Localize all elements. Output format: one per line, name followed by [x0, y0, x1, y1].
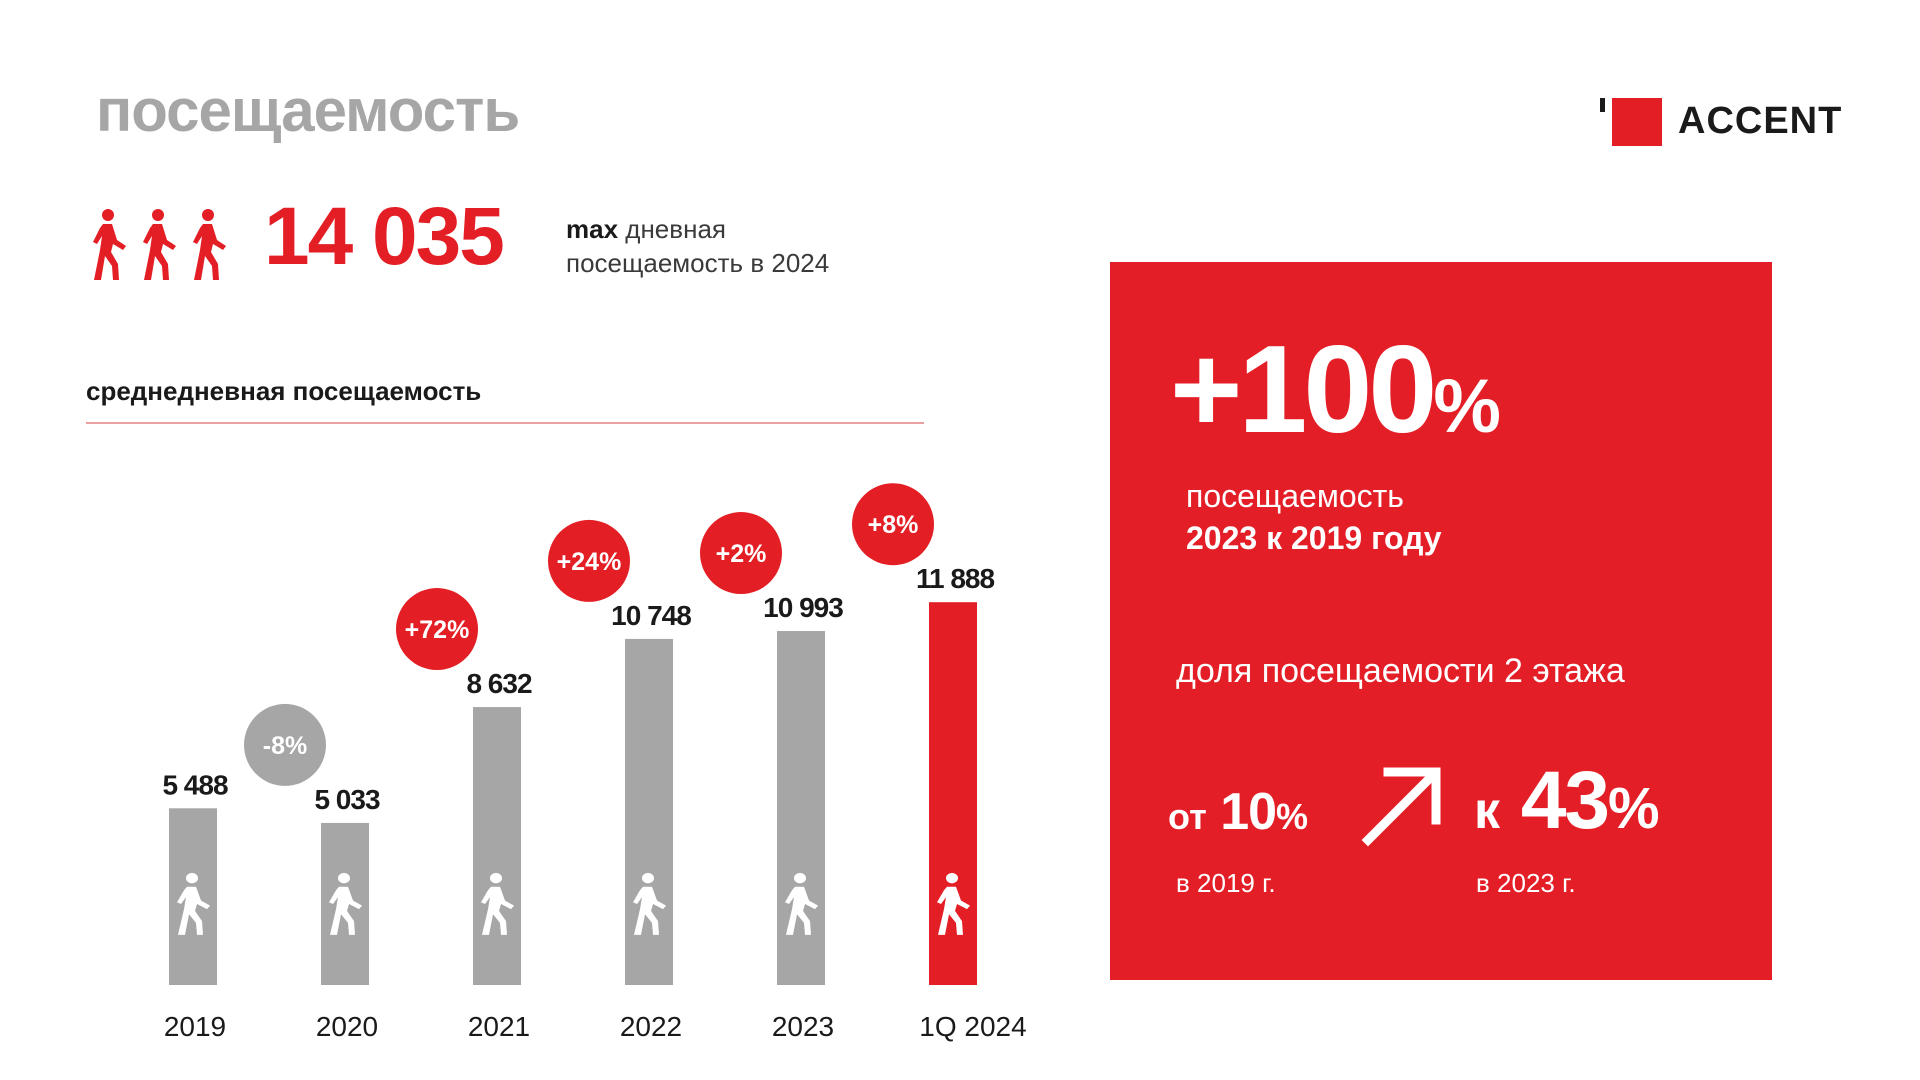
- share-to-number: 43: [1520, 755, 1610, 846]
- share-to-prefix: к: [1474, 782, 1501, 840]
- category-label: 2023: [772, 1011, 834, 1042]
- category-label: 2022: [620, 1011, 682, 1042]
- second-floor-share-label: доля посещаемости 2 этажа: [1176, 652, 1625, 690]
- page-title: посещаемость: [96, 77, 520, 144]
- accent-logo: ACCENT: [1600, 94, 1860, 150]
- share-from-prefix: от: [1168, 796, 1207, 837]
- max-caption-line1: дневная: [625, 214, 726, 244]
- bar-value-label: 8 632: [466, 668, 531, 699]
- change-bubble-label: +8%: [868, 511, 919, 539]
- share-to-year: в 2023 г.: [1476, 868, 1576, 898]
- walking-person-icon: [633, 873, 666, 935]
- bar-value-label: 5 033: [314, 784, 379, 815]
- max-caption-bold: max: [566, 214, 619, 244]
- walking-person-icon: [329, 873, 362, 935]
- walking-person-icon: [177, 873, 210, 935]
- bar-2022: [625, 638, 673, 985]
- change-bubble-label: +24%: [557, 548, 622, 576]
- growth-caption-line1: посещаемость: [1186, 478, 1404, 514]
- share-to-value: к 43%: [1474, 760, 1660, 842]
- growth-caption-line2: 2023 к 2019 году: [1186, 520, 1442, 556]
- growth-percentage: +100%: [1170, 328, 1501, 452]
- change-bubble-label: -8%: [263, 732, 307, 760]
- change-bubble-label: +72%: [405, 616, 470, 644]
- growth-unit: %: [1433, 364, 1501, 449]
- logo-tick-mark: [1600, 98, 1605, 112]
- share-to-unit: %: [1608, 776, 1660, 841]
- logo-red-square: [1612, 98, 1662, 146]
- change-bubble: [244, 703, 326, 786]
- attendance-bar-chart: 5 488 2019 5 033 2020 -8% 8 632 2021 +72% 10 748…: [162, 483, 1027, 1042]
- change-bubble-label: +2%: [716, 540, 767, 568]
- walking-person-icon: [785, 873, 818, 935]
- category-label: 2021: [468, 1011, 530, 1042]
- highlight-panel: +100% посещаемость 2023 к 2019 году доля…: [1110, 262, 1772, 980]
- max-daily-attendance-caption: max дневная посещаемость в 2024: [566, 212, 829, 280]
- walking-people-icon: [93, 209, 226, 280]
- bar-value-label: 5 488: [162, 769, 227, 800]
- max-daily-attendance-value: 14 035: [264, 191, 505, 282]
- change-bubble: [700, 512, 782, 595]
- share-from-unit: %: [1276, 796, 1309, 837]
- category-label: 1Q 2024: [919, 1011, 1026, 1042]
- share-from-value: от 10%: [1168, 786, 1308, 838]
- bar-value-label: 10 748: [611, 600, 691, 631]
- change-bubble: [548, 519, 630, 602]
- growth-value: +100: [1170, 321, 1437, 459]
- walking-person-icon: [481, 873, 514, 935]
- bar-value-label: 10 993: [763, 592, 843, 623]
- chart-title-divider: [86, 422, 924, 424]
- share-from-year: в 2019 г.: [1176, 868, 1276, 898]
- walking-person-icon: [937, 873, 970, 935]
- arrow-up-right-icon: [1361, 767, 1441, 847]
- change-bubble: [396, 588, 478, 671]
- bar-1q-2024: [929, 602, 977, 985]
- bar-2023: [777, 631, 825, 985]
- category-label: 2019: [164, 1011, 226, 1042]
- bar-value-label: 11 888: [916, 563, 995, 594]
- bar-2021: [473, 707, 521, 985]
- max-caption-line2: посещаемость в 2024: [566, 248, 830, 278]
- share-from-number: 10: [1220, 783, 1277, 841]
- category-label: 2020: [316, 1011, 378, 1042]
- chart-title: среднедневная посещаемость: [86, 376, 482, 406]
- change-bubble: [852, 483, 934, 566]
- logo-text: ACCENT: [1678, 100, 1843, 142]
